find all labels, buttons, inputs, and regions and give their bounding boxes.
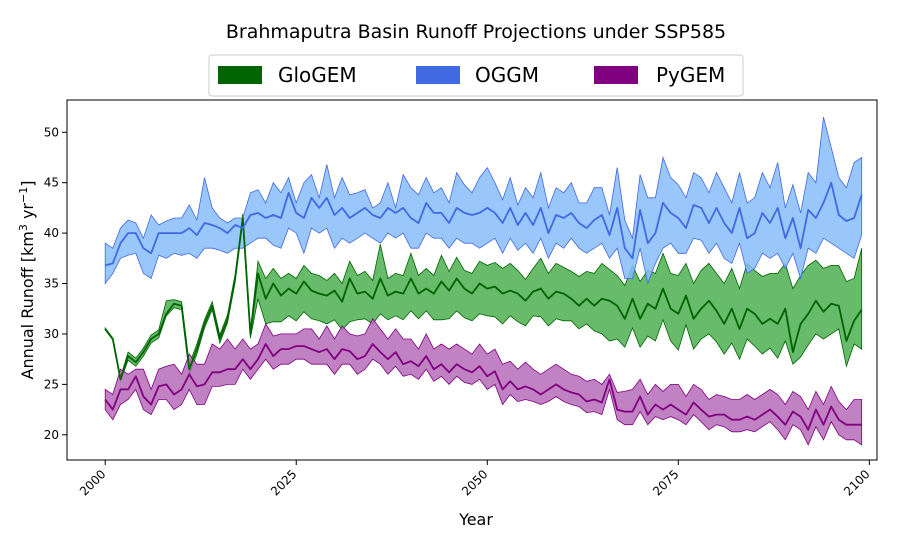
legend: GloGEM OGGM PyGEM	[208, 54, 744, 97]
x-tick-label: 2025	[268, 467, 299, 498]
y-axis-label-mid: yr	[18, 203, 37, 225]
y-tick-label: 20	[44, 428, 59, 442]
series-line-oggm	[104, 181, 863, 267]
series-line-pygem	[104, 343, 862, 431]
band-oggm	[104, 117, 863, 285]
legend-entry-pygem: PyGEM	[594, 63, 725, 87]
legend-label-glogem: GloGEM	[278, 63, 357, 87]
plot-area	[104, 117, 863, 446]
band-pygem	[104, 318, 863, 446]
y-axis: 20 25 30 35 40 45 50	[44, 125, 67, 442]
x-tick-label: 2100	[841, 467, 872, 498]
y-axis-label-sup1: 3	[17, 224, 30, 231]
band-glogem	[104, 213, 863, 383]
chart-title: Brahmaputra Basin Runoff Projections und…	[226, 21, 726, 43]
x-tick-label: 2075	[650, 467, 681, 498]
y-axis-label-sup2: −1	[17, 187, 30, 203]
y-tick-label: 40	[44, 226, 59, 240]
y-tick-label: 25	[44, 377, 59, 391]
y-tick-label: 50	[44, 125, 59, 139]
y-tick-label: 45	[44, 176, 59, 190]
x-axis-label: Year	[458, 510, 493, 529]
legend-entry-glogem: GloGEM	[218, 63, 357, 87]
series-line-glogem	[104, 217, 863, 381]
y-axis-label-main: Annual Runoff [km	[18, 231, 37, 379]
legend-swatch-glogem	[218, 66, 262, 84]
y-axis-label-end: ]	[18, 181, 37, 187]
y-axis-label: Annual Runoff [km3 yr−1]	[17, 181, 38, 380]
legend-label-oggm: OGGM	[475, 63, 539, 87]
legend-label-pygem: PyGEM	[656, 63, 725, 87]
x-tick-label: 2000	[77, 467, 108, 498]
y-tick-label: 35	[44, 277, 59, 291]
legend-swatch-oggm	[416, 66, 460, 84]
plot-frame	[66, 99, 878, 461]
legend-swatch-pygem	[594, 66, 638, 84]
x-tick-label: 2050	[459, 467, 490, 498]
y-tick-label: 30	[44, 327, 59, 341]
x-axis: 2000 2025 2050 2075 2100	[77, 460, 873, 499]
legend-entry-oggm: OGGM	[416, 63, 539, 87]
legend-frame	[208, 54, 744, 97]
